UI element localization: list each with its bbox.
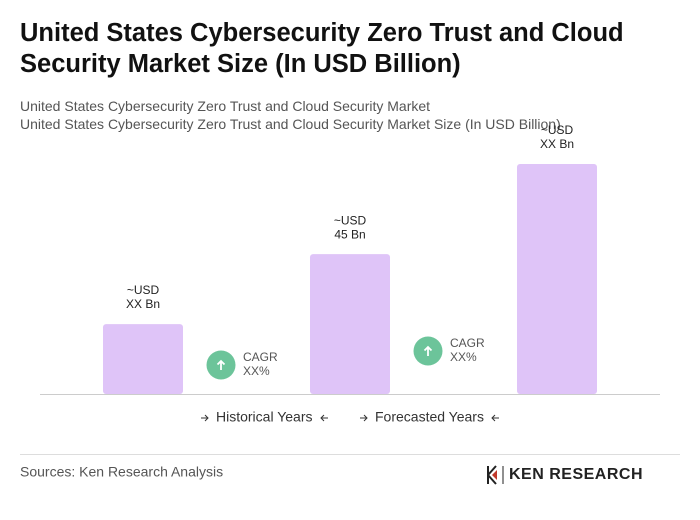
cagr-label: CAGR [243, 350, 278, 364]
value-label: XX Bn [540, 137, 574, 151]
cagr-label: CAGR [450, 336, 485, 350]
chart-title: United States Cybersecurity Zero Trust a… [20, 19, 624, 78]
subtitle: United States Cybersecurity Zero Trust a… [20, 116, 561, 132]
logo-icon [487, 465, 504, 485]
value-label: XX Bn [126, 297, 160, 311]
legend-arrow [360, 414, 368, 422]
bar [103, 324, 183, 394]
value-label: ~USD [334, 213, 367, 227]
value-label: 45 Bn [334, 227, 365, 241]
value-label: ~USD [127, 283, 160, 297]
source: Sources: Ken Research Analysis [20, 464, 223, 480]
logo-text: KEN RESEARCH [509, 466, 643, 483]
value-label: ~USD [541, 123, 574, 137]
cagr-arrow [423, 345, 433, 356]
cagr-label: XX% [243, 364, 270, 378]
legend-label: Historical Years [216, 409, 313, 425]
legend-arrow [491, 414, 499, 422]
legend-arrow [320, 414, 328, 422]
legend-arrow [201, 414, 209, 422]
bar [310, 254, 390, 394]
bar [517, 164, 597, 394]
subtitle: United States Cybersecurity Zero Trust a… [20, 98, 431, 114]
legend [201, 414, 499, 422]
cagr-label: XX% [450, 350, 477, 364]
legend-label: Forecasted Years [375, 409, 484, 425]
cagr-arrow [216, 359, 226, 370]
